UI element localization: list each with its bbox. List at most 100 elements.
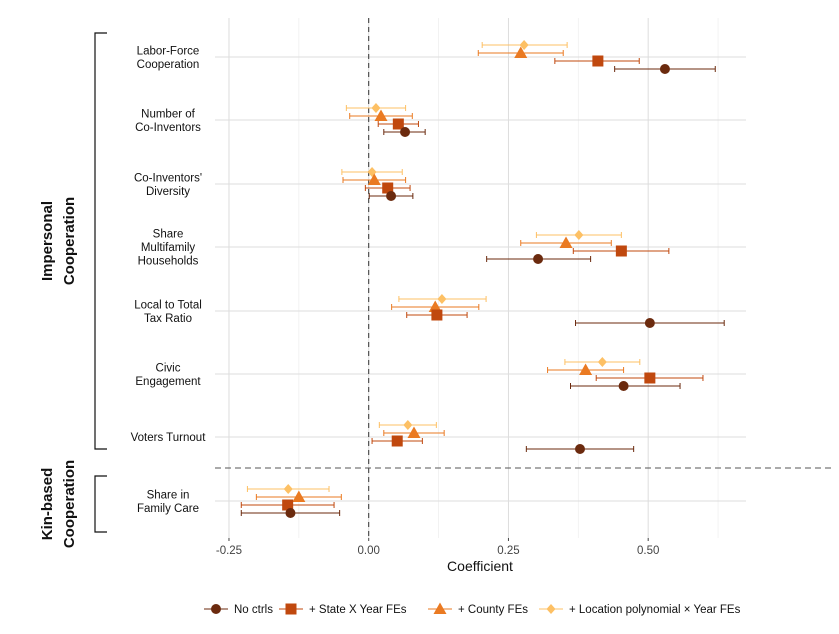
coef-point-codiv-s1 xyxy=(364,182,411,194)
group-labels: Impersonal Cooperation Kin-based Cooperatio… xyxy=(39,197,78,548)
legend-item: No ctrls xyxy=(204,604,273,616)
coef-point-multi-s3 xyxy=(535,230,622,240)
coef-point-family-s2 xyxy=(255,490,342,502)
grid-layer xyxy=(215,18,746,538)
square-marker xyxy=(644,372,656,384)
outcome-label-civic: Civic Engagement xyxy=(135,362,201,388)
outcome-label-codiv: Co-Inventors' Diversity xyxy=(134,172,202,198)
reference-lines xyxy=(215,18,834,538)
coef-point-tax-s1 xyxy=(406,309,468,321)
group-label: Impersonal Cooperation xyxy=(39,197,78,285)
legend-label: + Location polynomial × Year FEs xyxy=(569,604,741,616)
coef-point-civic-s1 xyxy=(595,372,704,384)
legend-label: + County FEs xyxy=(458,604,528,616)
outcome-label-voters: Voters Turnout xyxy=(131,432,207,444)
x-axis: -0.25 0.00 0.25 0.50 xyxy=(216,538,659,557)
x-tick-label: 0.00 xyxy=(358,545,380,557)
coef-point-multi-s2 xyxy=(520,236,612,248)
circle-marker xyxy=(285,508,296,518)
coef-point-coinv-s1 xyxy=(377,118,419,130)
coef-point-family-s0 xyxy=(240,508,341,518)
legend-item: + County FEs xyxy=(428,602,528,616)
coef-point-tax-s2 xyxy=(391,300,480,312)
triangle-marker xyxy=(579,363,593,375)
coef-point-codiv-s2 xyxy=(342,173,407,185)
group-brackets xyxy=(94,32,107,533)
coef-point-voters-s2 xyxy=(383,426,445,438)
coef-point-coinv-s0 xyxy=(383,127,426,137)
group-label: Kin-based Cooperation xyxy=(39,460,78,548)
outcome-label-coinv: Number of Co-Inventors xyxy=(135,108,201,134)
square-marker xyxy=(392,118,404,130)
diamond-marker xyxy=(437,294,447,304)
legend-item: + Location polynomial × Year FEs xyxy=(539,604,741,616)
square-marker xyxy=(592,55,604,67)
outcome-labels: Labor-Force Cooperation Number of Co-Invent… xyxy=(131,45,207,515)
circle-marker xyxy=(659,64,670,74)
triangle-marker xyxy=(559,236,573,248)
data-points xyxy=(240,40,725,518)
x-axis-title: Coefficient xyxy=(447,558,513,574)
coef-point-labor-s0 xyxy=(614,64,716,74)
coef-point-civic-s0 xyxy=(569,381,681,391)
triangle-marker xyxy=(292,490,306,502)
coef-point-multi-s0 xyxy=(486,254,592,264)
outcome-label-tax: Local to Total Tax Ratio xyxy=(134,299,202,325)
coef-point-tax-s3 xyxy=(398,294,487,304)
coef-point-voters-s1 xyxy=(371,435,423,447)
circle-marker xyxy=(386,191,397,201)
legend-square-marker xyxy=(285,603,297,615)
coef-point-family-s3 xyxy=(246,484,330,494)
coef-point-multi-s1 xyxy=(572,245,670,257)
coef-point-coinv-s2 xyxy=(349,109,413,121)
circle-marker xyxy=(400,127,411,137)
triangle-marker xyxy=(374,109,388,121)
coef-point-labor-s3 xyxy=(481,40,568,50)
triangle-marker xyxy=(428,300,442,312)
outcome-label-family: Share in Family Care xyxy=(137,489,199,515)
legend-label: + State X Year FEs xyxy=(309,604,407,616)
diamond-marker xyxy=(403,420,413,430)
square-marker xyxy=(391,435,403,447)
triangle-marker xyxy=(367,173,381,185)
triangle-marker xyxy=(514,46,528,58)
diamond-marker xyxy=(519,40,529,50)
coef-point-coinv-s3 xyxy=(345,103,407,113)
group-bracket xyxy=(94,32,107,450)
diamond-marker xyxy=(371,103,381,113)
group-bracket xyxy=(94,475,107,533)
coef-point-codiv-s3 xyxy=(341,167,403,177)
square-marker xyxy=(615,245,627,257)
coef-point-civic-s2 xyxy=(547,363,625,375)
circle-marker xyxy=(644,318,655,328)
coef-point-civic-s3 xyxy=(564,357,641,367)
square-marker xyxy=(282,499,294,511)
triangle-marker xyxy=(407,426,421,438)
outcome-label-multi: Share Multifamily Households xyxy=(138,229,199,268)
diamond-marker xyxy=(597,357,607,367)
square-marker xyxy=(382,182,394,194)
legend-label: No ctrls xyxy=(234,604,273,616)
coef-point-voters-s3 xyxy=(378,420,437,430)
legend-item: + State X Year FEs xyxy=(279,603,407,616)
legend-triangle-marker xyxy=(433,602,447,614)
x-tick-label: -0.25 xyxy=(216,545,242,557)
coef-point-labor-s2 xyxy=(477,46,564,58)
outcome-label-labor: Labor-Force Cooperation xyxy=(137,45,200,71)
legend: No ctrls + State X Year FEs + County FEs + … xyxy=(204,602,741,616)
coef-point-labor-s1 xyxy=(554,55,640,67)
circle-marker xyxy=(574,444,585,454)
diamond-marker xyxy=(283,484,293,494)
circle-marker xyxy=(618,381,629,391)
coef-point-tax-s0 xyxy=(575,318,725,328)
legend-diamond-marker xyxy=(546,604,556,614)
square-marker xyxy=(431,309,443,321)
coef-point-family-s1 xyxy=(240,499,335,511)
legend-circle-marker xyxy=(211,604,221,614)
x-tick-label: 0.50 xyxy=(637,545,659,557)
x-tick-label: 0.25 xyxy=(497,545,519,557)
circle-marker xyxy=(533,254,544,264)
diamond-marker xyxy=(574,230,584,240)
coef-point-voters-s0 xyxy=(525,444,635,454)
